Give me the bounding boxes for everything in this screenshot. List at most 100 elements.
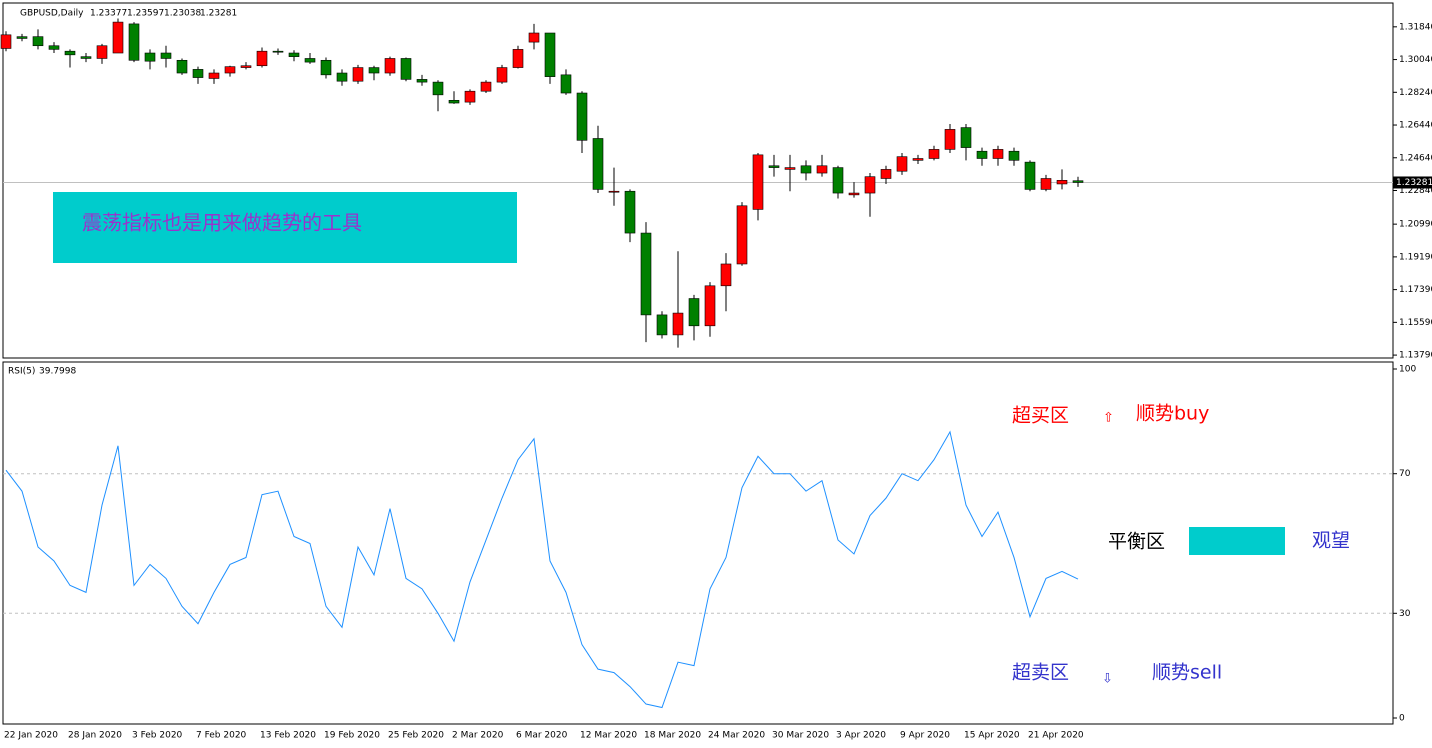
symbol: GBPUSD,Daily	[20, 9, 84, 19]
low-label: 1.23038	[164, 9, 201, 19]
y-tick-label: 100	[1399, 365, 1416, 375]
neutral-box	[1189, 527, 1285, 555]
rsi-last: 39.7998	[39, 367, 76, 377]
y-tick-label: 1.13790	[1399, 351, 1432, 361]
x-tick-label: 28 Jan 2020	[68, 731, 122, 741]
y-tick-label: 1.15590	[1399, 318, 1432, 328]
candle-body	[544, 32, 556, 77]
candle-body	[288, 52, 300, 57]
candle-body	[880, 169, 892, 179]
candle-body	[224, 66, 236, 74]
candle-body	[432, 81, 444, 96]
candle-body	[736, 205, 748, 265]
candle-body	[64, 50, 76, 56]
x-tick-label: 7 Feb 2020	[196, 731, 247, 741]
note-text: 震荡指标也是用来做趋势的工具	[82, 211, 362, 235]
candle-body	[192, 69, 204, 78]
neutral: 平衡区	[1108, 531, 1165, 553]
candle-body	[784, 167, 796, 170]
rsi-title: RSI(5)	[8, 367, 35, 377]
candle-body	[208, 72, 220, 79]
x-tick-label: 22 Jan 2020	[4, 731, 58, 741]
candle-body	[752, 154, 764, 210]
candle-body	[704, 285, 716, 327]
candle-body	[400, 58, 412, 80]
x-tick-label: 25 Feb 2020	[388, 731, 444, 741]
candle-body	[16, 36, 28, 39]
candle-body	[688, 298, 700, 327]
wait: 观望	[1312, 530, 1350, 552]
candle-body	[448, 99, 460, 104]
sell: 顺势sell	[1152, 662, 1222, 684]
y-tick-label: 1.26440	[1399, 121, 1432, 131]
open-label: 1.23377	[90, 9, 127, 19]
price-tag-label: 1.23281	[1396, 178, 1432, 188]
candle-body	[928, 149, 940, 159]
candle-body	[528, 32, 540, 43]
candle-body	[640, 232, 652, 316]
candle-body	[96, 45, 108, 59]
candle-body	[128, 23, 140, 61]
candle-body	[496, 67, 508, 83]
x-tick-label: 15 Apr 2020	[964, 731, 1020, 741]
candle-body	[560, 74, 572, 94]
candle-body	[592, 138, 604, 190]
close-label: 1.23281	[200, 9, 237, 19]
candle-body	[80, 56, 92, 59]
candle-body	[480, 81, 492, 92]
y-tick-label: 1.28240	[1399, 88, 1432, 98]
x-tick-label: 18 Mar 2020	[644, 731, 701, 741]
x-tick-label: 12 Mar 2020	[580, 731, 637, 741]
oversold: 超卖区	[1012, 662, 1069, 684]
candle-body	[384, 58, 396, 74]
y-tick-label: 70	[1399, 469, 1411, 479]
rsi-line	[5, 430, 1079, 709]
candle-body	[976, 150, 988, 159]
x-tick-label: 9 Apr 2020	[900, 731, 950, 741]
candle-body	[944, 129, 956, 150]
candle-body	[336, 72, 348, 82]
rsi-panel	[2, 361, 1394, 725]
candle-body	[416, 79, 428, 83]
candle-body	[672, 312, 684, 336]
candle-body	[1072, 180, 1084, 183]
candle-body	[48, 45, 60, 50]
x-tick-label: 21 Apr 2020	[1028, 731, 1084, 741]
candle-body	[624, 190, 636, 234]
candle-body	[848, 192, 860, 196]
x-tick-label: 2 Mar 2020	[452, 731, 504, 741]
candle-body	[352, 67, 364, 82]
x-tick-label: 6 Mar 2020	[516, 731, 568, 741]
y-tick-label: 1.31840	[1399, 22, 1432, 32]
y-tick-label: 1.20990	[1399, 220, 1432, 230]
candle-body	[240, 65, 252, 68]
candle-body	[720, 263, 732, 287]
x-tick-label: 13 Feb 2020	[260, 731, 316, 741]
candle-body	[464, 90, 476, 103]
y-tick-label: 1.22840	[1399, 186, 1432, 196]
x-tick-label: 3 Feb 2020	[132, 731, 183, 741]
candle-body	[992, 149, 1004, 159]
candle-body	[512, 49, 524, 68]
note-box	[53, 192, 517, 263]
candle-body	[912, 158, 924, 161]
candle-body	[576, 92, 588, 141]
candle-body	[160, 52, 172, 59]
candle-body	[656, 314, 668, 336]
y-tick-label: 1.30040	[1399, 55, 1432, 65]
candle-body	[960, 127, 972, 148]
candle-body	[176, 59, 188, 74]
candle-body	[368, 67, 380, 74]
candle-body	[832, 167, 844, 194]
candle-body	[768, 165, 780, 168]
overbought: 超买区	[1012, 405, 1069, 427]
candle-body	[256, 50, 268, 67]
candle-body	[608, 190, 620, 193]
candle-body	[816, 165, 828, 174]
x-tick-label: 3 Apr 2020	[836, 731, 886, 741]
candle-body	[864, 176, 876, 194]
y-tick-label: 1.19190	[1399, 252, 1432, 262]
up-arrow: ⇧	[1103, 411, 1114, 426]
candle-body	[1056, 180, 1068, 185]
